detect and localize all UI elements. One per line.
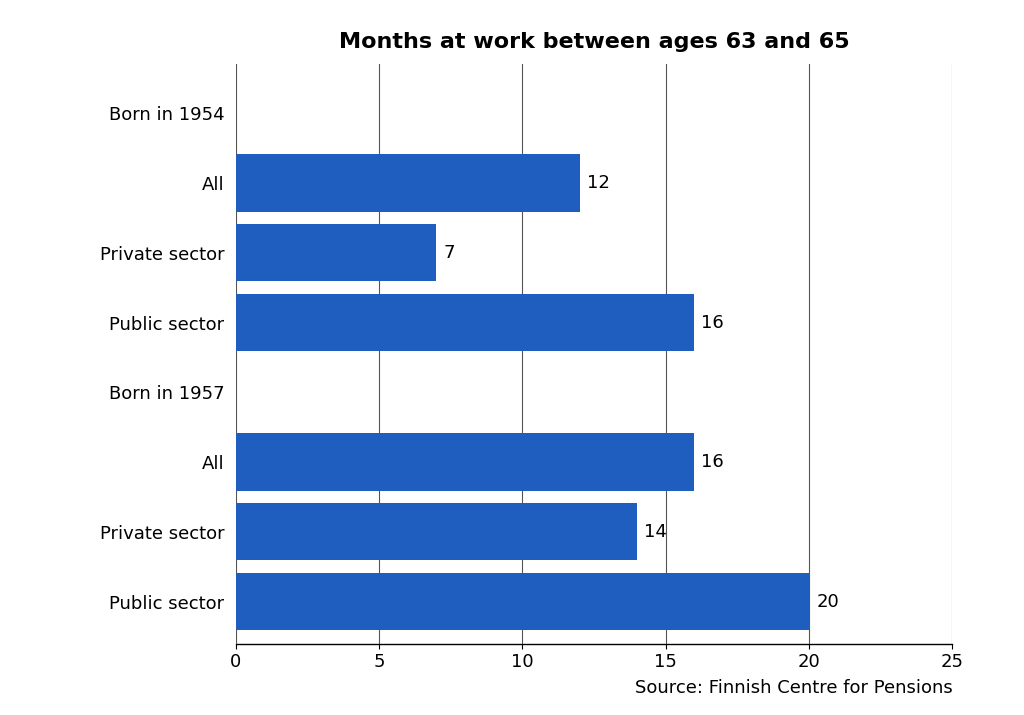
Bar (236, 154, 580, 212)
Bar (236, 573, 809, 630)
Text: 14: 14 (644, 523, 667, 541)
Text: 16: 16 (701, 313, 724, 332)
Title: Months at work between ages 63 and 65: Months at work between ages 63 and 65 (339, 31, 849, 51)
Bar (236, 224, 436, 282)
Bar (236, 503, 637, 561)
Text: Source: Finnish Centre for Pensions: Source: Finnish Centre for Pensions (635, 679, 952, 697)
Text: 16: 16 (701, 453, 724, 471)
Bar (236, 294, 694, 351)
Text: 20: 20 (816, 593, 839, 611)
Bar (236, 433, 694, 490)
Text: 7: 7 (443, 244, 455, 262)
Text: 12: 12 (587, 174, 609, 192)
